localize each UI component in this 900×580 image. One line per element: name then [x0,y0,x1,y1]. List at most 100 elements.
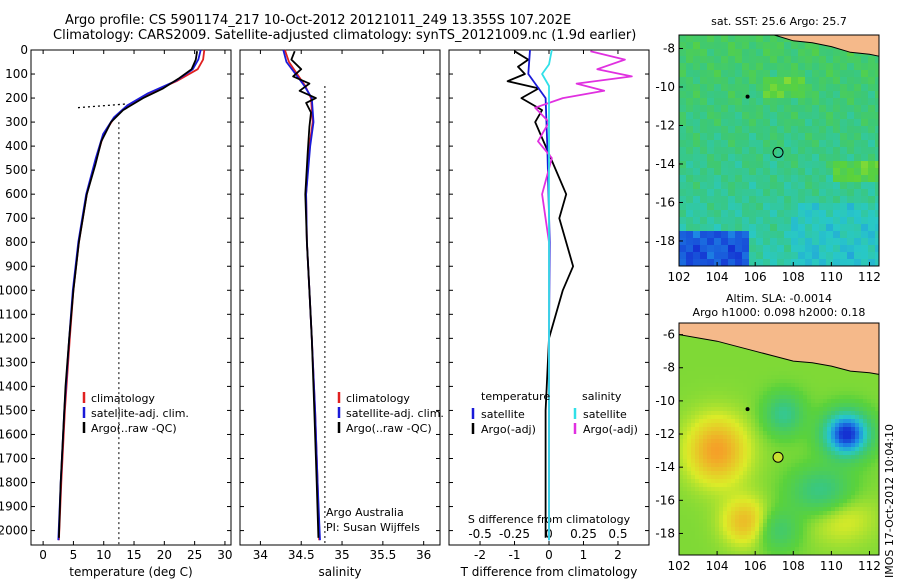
sst-map-cell [784,63,792,71]
sla-map-cell [743,507,748,512]
sla-map-cell [835,407,840,412]
sst-map-cell [756,196,764,204]
sla-map-cell [791,435,796,440]
sla-map-cell [851,487,856,492]
sst-map-cell [826,217,834,225]
sla-map-cell [695,367,700,372]
sla-map-cell [719,463,724,468]
sst-map-cell [763,161,771,169]
sst-map-cell [763,168,771,176]
sst-map-cell [728,126,736,134]
sla-map-cell [755,507,760,512]
sst-map-cell [840,203,848,211]
sla-map-cell [875,431,880,436]
sla-map-cell [731,475,736,480]
sst-map-cell [686,217,694,225]
sst-map-cell [714,224,722,232]
sla-map-cell [767,459,772,464]
sla-map-cell [791,479,796,484]
sla-map-cell [755,371,760,376]
sla-map-cell [727,487,732,492]
sla-map-cell [715,347,720,352]
sla-map-cell [875,499,880,504]
sla-map-cell [799,483,804,488]
sst-map-cell [826,84,834,92]
sla-map-cell [855,443,860,448]
sla-map-cell [831,391,836,396]
sla-map-cell [683,367,688,372]
sla-map-cell [851,515,856,520]
sst-map-cell [875,105,880,113]
sla-map-cell [815,379,820,384]
sst-map-cell [833,140,841,148]
sla-map-cell [803,455,808,460]
sla-map-cell [751,371,756,376]
sst-map-cell [728,112,736,120]
sst-map-cell [847,77,855,85]
sla-map-cell [779,407,784,412]
sst-map-cell [756,56,764,64]
sla-map-cell [687,475,692,480]
sla-map-cell [799,387,804,392]
sla-map-cell [839,375,844,380]
sla-map-cell [819,435,824,440]
sst-map-cell [840,238,848,246]
sla-map-cell [699,527,704,532]
sla-map-cell [767,463,772,468]
sla-map-cell [679,455,684,460]
sla-map-cell [755,455,760,460]
sla-map-cell [695,499,700,504]
sst-map-cell [840,56,848,64]
sla-map-cell [875,491,880,496]
sla-map-cell [859,547,864,552]
sla-map-frame [678,322,880,556]
sst-map-cell [868,210,876,218]
sla-map-cell [707,383,712,388]
sla-map-cell [871,379,876,384]
sla-map-cell [715,451,720,456]
sla-map-cell [739,387,744,392]
sla-map-cell [715,479,720,484]
sla-map-cell [715,487,720,492]
sla-map-cell [743,371,748,376]
sst-map-cell [805,98,813,106]
sla-map-cell [831,447,836,452]
sst-map-cell [700,259,708,267]
sla-map-cell [807,523,812,528]
sst-map-cell [826,56,834,64]
sla-map-cell [739,403,744,408]
sla-map-cell [743,407,748,412]
sst-map-cell [791,119,799,127]
sla-map-cell [679,447,684,452]
sla-map-cell [823,451,828,456]
sla-map-cell [839,443,844,448]
sla-map-cell [707,375,712,380]
sla-map-cell [755,411,760,416]
sst-map-cell [742,252,750,260]
sst-map-cell [756,231,764,239]
sla-map-cell [707,535,712,540]
sla-map-cell [819,403,824,408]
sst-map-cell [791,168,799,176]
sla-map-cell [843,371,848,376]
sla-map-cell [715,499,720,504]
sst-map-cell [714,189,722,197]
sla-map-cell [855,495,860,500]
sst-map-cell [791,259,799,267]
sla-map-cell [815,519,820,524]
sst-map-cell [714,168,722,176]
sla-map-cell [875,435,880,440]
sst-map-cell [756,105,764,113]
sla-map-cell [787,547,792,552]
sla-map-cell [815,551,820,556]
sla-map-cell [731,487,736,492]
sla-map-cell [819,399,824,404]
sla-map-cell [779,447,784,452]
sla-map-cell [835,495,840,500]
sla-map-cell [823,511,828,516]
sla-map-cell [859,479,864,484]
sst-map-cell [847,98,855,106]
sla-map-cell [767,475,772,480]
sla-map-cell [795,463,800,468]
sla-map-cell [787,483,792,488]
